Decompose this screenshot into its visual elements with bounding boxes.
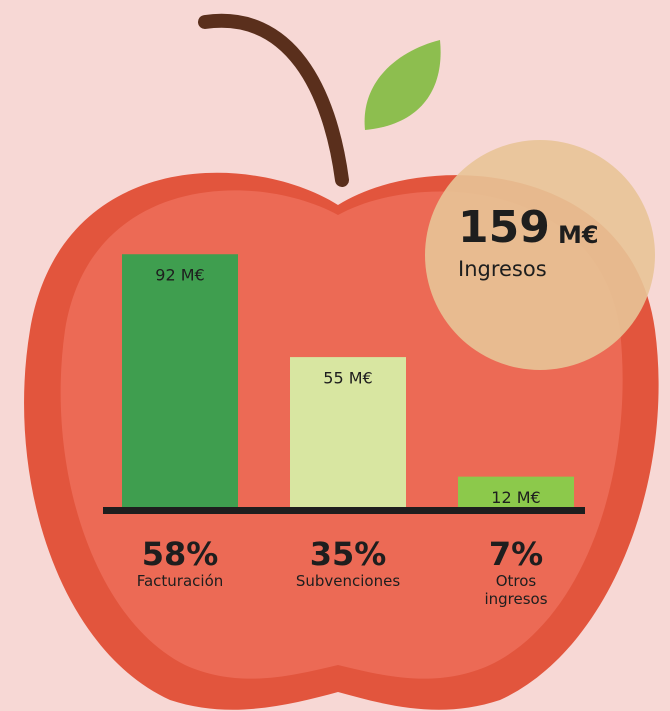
- stem: [198, 13, 349, 187]
- total-caption: Ingresos: [458, 257, 547, 281]
- share-label: 7%: [489, 535, 543, 573]
- category-label: Facturación: [136, 572, 224, 590]
- bar: [122, 254, 238, 510]
- value-label: 55 M€: [323, 369, 372, 388]
- bar: [458, 476, 574, 510]
- value-label: 12 M€: [491, 488, 540, 507]
- total-value: 159: [458, 202, 550, 253]
- x-axis: [103, 507, 585, 514]
- value-label: 92 M€: [155, 266, 204, 285]
- bar: [290, 357, 406, 510]
- total-circle: [425, 140, 655, 370]
- category-label: Otros ingresos: [484, 572, 548, 608]
- total-unit: M€: [558, 221, 599, 249]
- category-label: Subvenciones: [295, 572, 401, 590]
- share-label: 35%: [310, 535, 387, 573]
- leaf: [364, 40, 441, 130]
- share-label: 58%: [142, 535, 219, 573]
